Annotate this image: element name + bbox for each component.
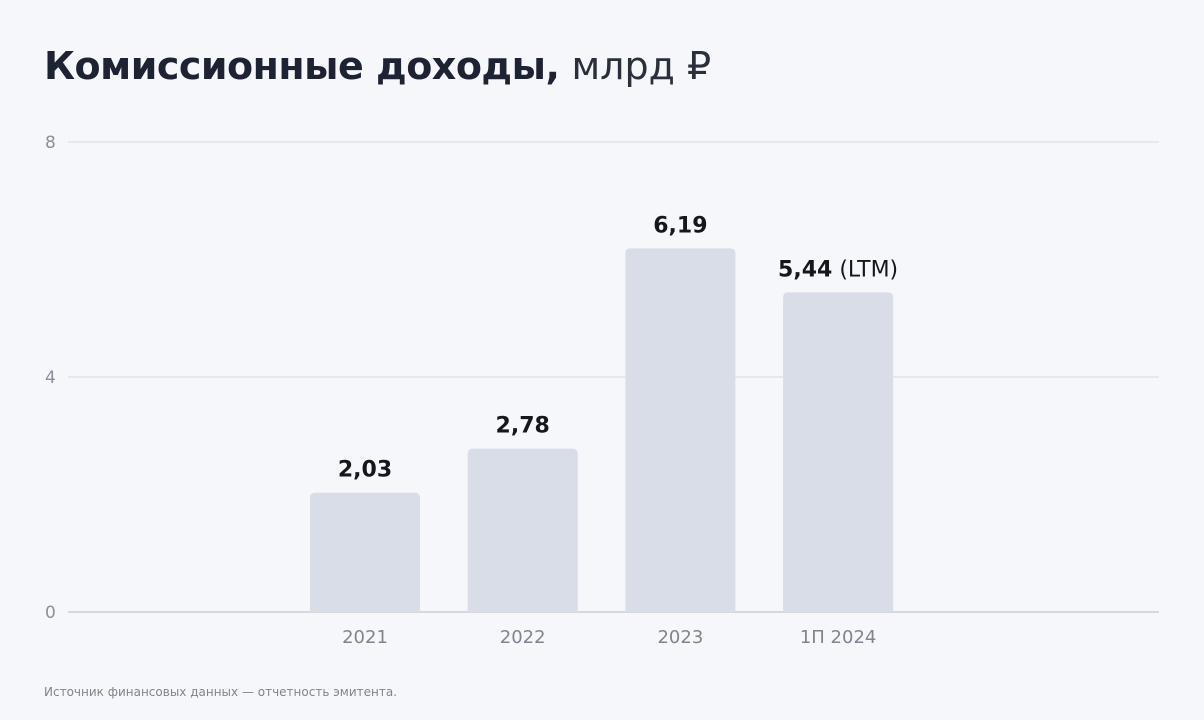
category-label: 1П 2024: [800, 627, 877, 648]
category-label: 2021: [342, 627, 388, 648]
value-suffix: (LTM): [832, 257, 898, 282]
value-number: 2,78: [496, 414, 550, 439]
bar: [310, 492, 420, 612]
value-label: 5,44 (LTM): [778, 257, 898, 282]
category-label: 2023: [657, 627, 703, 648]
value-number: 5,44: [778, 257, 832, 282]
value-number: 6,19: [653, 213, 707, 238]
value-number: 2,03: [338, 458, 392, 483]
source-note: Источник финансовых данных — отчетность …: [44, 685, 398, 699]
y-tick-label: 8: [45, 133, 56, 153]
category-label: 2022: [500, 627, 546, 648]
bar: [625, 248, 736, 612]
title-main: Комиссионные доходы,: [44, 44, 560, 88]
bar: [783, 292, 894, 612]
chart-title: Комиссионные доходы, млрд ₽: [44, 42, 711, 90]
value-label: 6,19: [653, 213, 707, 238]
y-tick-label: 0: [45, 603, 56, 623]
y-tick-label: 4: [45, 368, 56, 388]
bar: [467, 448, 578, 612]
value-label: 2,03: [338, 458, 392, 483]
bar-chart: 0 4 8 2,03 2021 2,78 2022 6,19 2023 5,44 (LTM) 1П …: [45, 133, 1159, 648]
value-label: 2,78: [496, 414, 550, 439]
title-unit: млрд ₽: [571, 44, 712, 88]
